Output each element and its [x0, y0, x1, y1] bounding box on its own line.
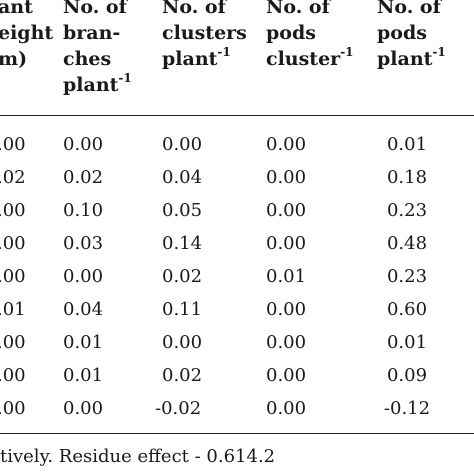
header-line: No. of [162, 0, 226, 18]
cell-branches: 0.00 [63, 398, 104, 419]
header-pods-per-cluster: No. of pods cluster-1 [266, 0, 354, 72]
header-line-text: plant [63, 74, 119, 96]
header-clusters-per-plant: No. of clusters plant-1 [162, 0, 247, 72]
table-footnote: tively. Residue effect - 0.614.2 [0, 446, 276, 467]
cell-branches: 0.00 [63, 266, 104, 287]
cell-branches: 0.02 [63, 167, 104, 188]
header-line: pods [266, 22, 316, 44]
cell-pods-cluster: 0.00 [266, 299, 307, 320]
header-line: No. of [266, 0, 330, 18]
cell-plant-height: .00 [0, 266, 26, 287]
table-row: .02 0.02 0.04 0.00 0.18 [0, 163, 474, 193]
header-line: bran- [63, 22, 121, 44]
cell-pods-plant: 0.01 [386, 332, 428, 353]
cell-pods-plant: 0.09 [386, 365, 428, 386]
cell-clusters: 0.00 [162, 134, 203, 155]
cell-pods-plant: 0.60 [386, 299, 428, 320]
cell-clusters: 0.00 [162, 332, 203, 353]
cell-plant-height: .00 [0, 332, 26, 353]
cell-branches: 0.04 [63, 299, 104, 320]
header-line-text: plant [377, 48, 433, 70]
cell-branches: 0.01 [63, 332, 104, 353]
table-row: .00 0.00 0.02 0.01 0.23 [0, 262, 474, 292]
header-superscript: -1 [432, 44, 446, 59]
header-pods-per-plant: No. of pods plant-1 [377, 0, 446, 72]
cell-branches: 0.01 [63, 365, 104, 386]
table-row: .00 0.10 0.05 0.00 0.23 [0, 196, 474, 226]
cell-clusters: 0.02 [162, 266, 203, 287]
cell-pods-cluster: 0.00 [266, 200, 307, 221]
cell-branches: 0.00 [63, 134, 104, 155]
cell-plant-height: .00 [0, 233, 26, 254]
cell-clusters: 0.02 [162, 365, 203, 386]
table-row: .00 0.00 0.00 0.00 0.01 [0, 130, 474, 160]
cell-pods-cluster: 0.00 [266, 365, 307, 386]
header-line: plant-1 [377, 46, 446, 72]
header-line: No. of [63, 0, 127, 18]
header-line: No. of [377, 0, 441, 18]
cell-pods-cluster: 0.00 [266, 233, 307, 254]
cell-pods-cluster: 0.00 [266, 332, 307, 353]
header-branches-per-plant: No. of bran- ches plant-1 [63, 0, 132, 98]
cell-branches: 0.03 [63, 233, 104, 254]
table-row: .00 0.00 -0.02 0.00 -0.12 [0, 394, 474, 424]
header-line: m) [0, 48, 28, 70]
cell-pods-plant: 0.23 [386, 266, 428, 287]
table-row: .01 0.04 0.11 0.00 0.60 [0, 295, 474, 325]
header-line-text: cluster [266, 48, 341, 70]
header-superscript: -1 [340, 44, 354, 59]
table-row: .00 0.03 0.14 0.00 0.48 [0, 229, 474, 259]
cell-pods-plant: 0.48 [386, 233, 428, 254]
cell-plant-height: .00 [0, 398, 26, 419]
header-superscript: -1 [118, 70, 132, 85]
header-plant-height: ant eight m) [0, 0, 53, 72]
header-line: plant-1 [162, 46, 247, 72]
cell-plant-height: .02 [0, 167, 26, 188]
header-line-text: plant [162, 48, 218, 70]
header-line: ches [63, 48, 112, 70]
cell-pods-cluster: 0.00 [266, 167, 307, 188]
table-row: .00 0.01 0.00 0.00 0.01 [0, 328, 474, 358]
header-line: clusters [162, 22, 247, 44]
cell-plant-height: .00 [0, 365, 26, 386]
header-line: pods [377, 22, 427, 44]
header-line: cluster-1 [266, 46, 354, 72]
header-rule [0, 115, 474, 116]
cell-pods-plant: 0.18 [386, 167, 428, 188]
cell-clusters: -0.02 [155, 398, 202, 419]
cell-clusters: 0.14 [162, 233, 203, 254]
header-line: ant [0, 0, 33, 18]
cell-clusters: 0.11 [162, 299, 203, 320]
cell-branches: 0.10 [63, 200, 104, 221]
cell-pods-cluster: 0.00 [266, 398, 307, 419]
cell-plant-height: .00 [0, 200, 26, 221]
cell-pods-cluster: 0.00 [266, 134, 307, 155]
cell-pods-cluster: 0.01 [266, 266, 307, 287]
table-row: .00 0.01 0.02 0.00 0.09 [0, 361, 474, 391]
cell-plant-height: .00 [0, 134, 26, 155]
cell-pods-plant: 0.23 [386, 200, 428, 221]
table-bottom-rule [0, 433, 474, 434]
header-line: plant-1 [63, 72, 132, 98]
cell-clusters: 0.04 [162, 167, 203, 188]
cell-pods-plant: -0.12 [383, 398, 431, 419]
header-superscript: -1 [217, 44, 231, 59]
cell-pods-plant: 0.01 [386, 134, 428, 155]
cell-plant-height: .01 [0, 299, 26, 320]
header-line: eight [0, 22, 54, 44]
cell-clusters: 0.05 [162, 200, 203, 221]
